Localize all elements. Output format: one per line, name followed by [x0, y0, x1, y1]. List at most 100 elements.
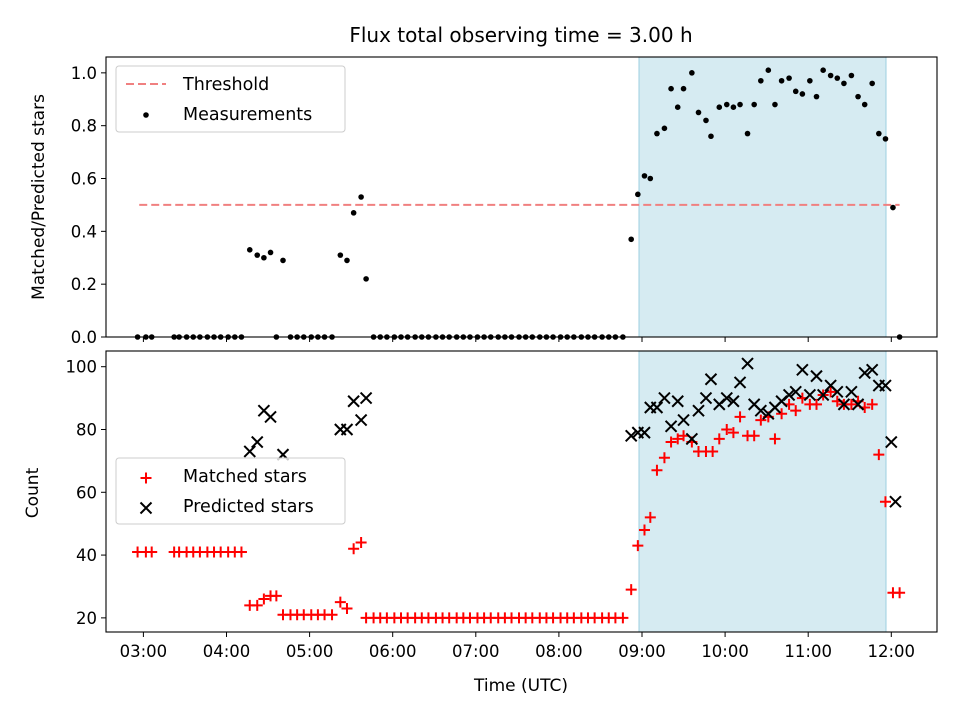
top-ytick-label: 0.8 — [71, 117, 97, 136]
predicted-star-point — [831, 385, 844, 399]
predicted-star-point — [251, 435, 264, 449]
bottom-ytick-label: 20 — [76, 609, 97, 628]
matched-star-point — [748, 430, 760, 442]
matched-star-point — [894, 587, 906, 599]
matched-star-point — [866, 398, 878, 410]
predicted-star-point — [754, 404, 768, 417]
matched-star-point — [326, 609, 338, 621]
matched-star-point — [270, 590, 282, 602]
matched-star-point — [334, 596, 346, 608]
bottom-ytick-label: 80 — [76, 420, 97, 439]
measurement-point — [890, 204, 896, 211]
top-observing-window — [638, 56, 887, 338]
bottom-ytick-label: 40 — [76, 546, 97, 565]
measurement-point — [358, 194, 364, 200]
measurement-point — [261, 254, 267, 261]
measurement-point — [703, 117, 709, 124]
matched-star-point — [341, 602, 353, 614]
x-axis-label: Time (UTC) — [473, 676, 568, 696]
top-x-ticks — [142, 337, 892, 342]
measurement-point — [813, 93, 820, 100]
matched-star-point — [651, 464, 663, 476]
matched-star-point — [632, 540, 644, 552]
predicted-star-point — [243, 445, 256, 458]
top-ytick-label: 0.0 — [71, 328, 97, 347]
top-ytick-label: 0.2 — [71, 275, 97, 294]
measurement-point — [695, 109, 702, 116]
measurement-point — [807, 77, 813, 84]
xtick-label: 12:00 — [868, 642, 916, 661]
xtick-label: 04:00 — [203, 642, 251, 661]
bottom-ytick-label: 60 — [76, 483, 97, 502]
legend-matched-label: Matched stars — [183, 467, 307, 487]
measurement-point — [737, 101, 743, 108]
matched-star-point — [625, 584, 637, 596]
top-ytick-label: 1.0 — [71, 64, 97, 83]
predicted-star-point — [837, 398, 851, 411]
measurement-point — [786, 75, 792, 81]
predicted-star-point — [650, 401, 664, 414]
predicted-star-point — [789, 385, 802, 399]
matched-star-point — [355, 537, 367, 549]
legend-predicted-label: Predicted stars — [183, 497, 314, 517]
measurement-point — [647, 175, 654, 182]
measurement-point — [641, 173, 648, 179]
predicted-star-point — [879, 379, 892, 392]
predicted-star-point — [347, 395, 360, 408]
measurement-point — [708, 133, 714, 140]
matched-star-point — [658, 452, 670, 464]
top-y-axis-label: Matched/Predicted stars — [29, 94, 49, 300]
predicted-star-point — [624, 429, 638, 442]
measurement-point — [882, 136, 889, 142]
top-ytick-label: 0.4 — [71, 222, 97, 241]
measurement-point — [841, 80, 847, 87]
measurement-point — [834, 75, 841, 81]
predicted-star-point — [699, 391, 713, 405]
measurement-point — [799, 91, 806, 97]
bottom-axes-frame — [105, 350, 938, 633]
matched-star-point — [790, 405, 802, 417]
predicted-star-point — [704, 373, 718, 386]
matched-star-point — [845, 398, 857, 410]
predicted-star-point — [865, 363, 879, 377]
top-axes-frame — [105, 56, 938, 338]
measurement-point — [654, 130, 660, 137]
predicted-star-point — [340, 423, 354, 436]
predicted-star-point — [264, 410, 277, 424]
measurement-point — [869, 80, 875, 87]
matched-star-point — [776, 408, 788, 420]
matched-star-point — [879, 496, 891, 508]
measurement-point — [778, 77, 785, 84]
measurement-point — [765, 67, 772, 74]
predicted-star-point — [782, 388, 796, 402]
xtick-label: 07:00 — [452, 642, 500, 661]
chart-title: Flux total observing time = 3.00 h — [349, 23, 692, 47]
matched-star-point — [734, 411, 746, 423]
matched-star-point — [251, 599, 263, 611]
predicted-star-point — [720, 391, 733, 405]
predicted-star-point — [685, 432, 699, 446]
predicted-star-point — [796, 363, 809, 377]
predicted-star-point — [727, 395, 740, 408]
matched-star-point — [713, 433, 725, 445]
matched-star-point — [348, 543, 360, 555]
legend-measurements-swatch — [143, 112, 149, 118]
matched-star-point — [644, 511, 656, 523]
measurement-point — [674, 104, 681, 110]
xtick-label: 11:00 — [784, 642, 832, 661]
matched-star-point — [672, 433, 684, 445]
top-legend-box — [115, 65, 346, 133]
xtick-label: 09:00 — [618, 642, 666, 661]
matched-star-point — [146, 546, 158, 558]
measurement-point — [337, 252, 344, 258]
measurement-point — [848, 72, 855, 79]
predicted-star-point — [851, 398, 865, 411]
predicted-star-point — [354, 413, 368, 427]
top-panel: 0.0 0.2 0.4 0.6 0.8 1.0 Matched/Predicted sta… — [29, 56, 938, 347]
measurement-point — [751, 101, 757, 108]
predicted-star-point — [733, 376, 747, 389]
xtick-label: 05:00 — [286, 642, 334, 661]
matched-star-point — [665, 436, 677, 448]
measurement-point — [876, 130, 882, 137]
measurement-point — [861, 101, 868, 108]
